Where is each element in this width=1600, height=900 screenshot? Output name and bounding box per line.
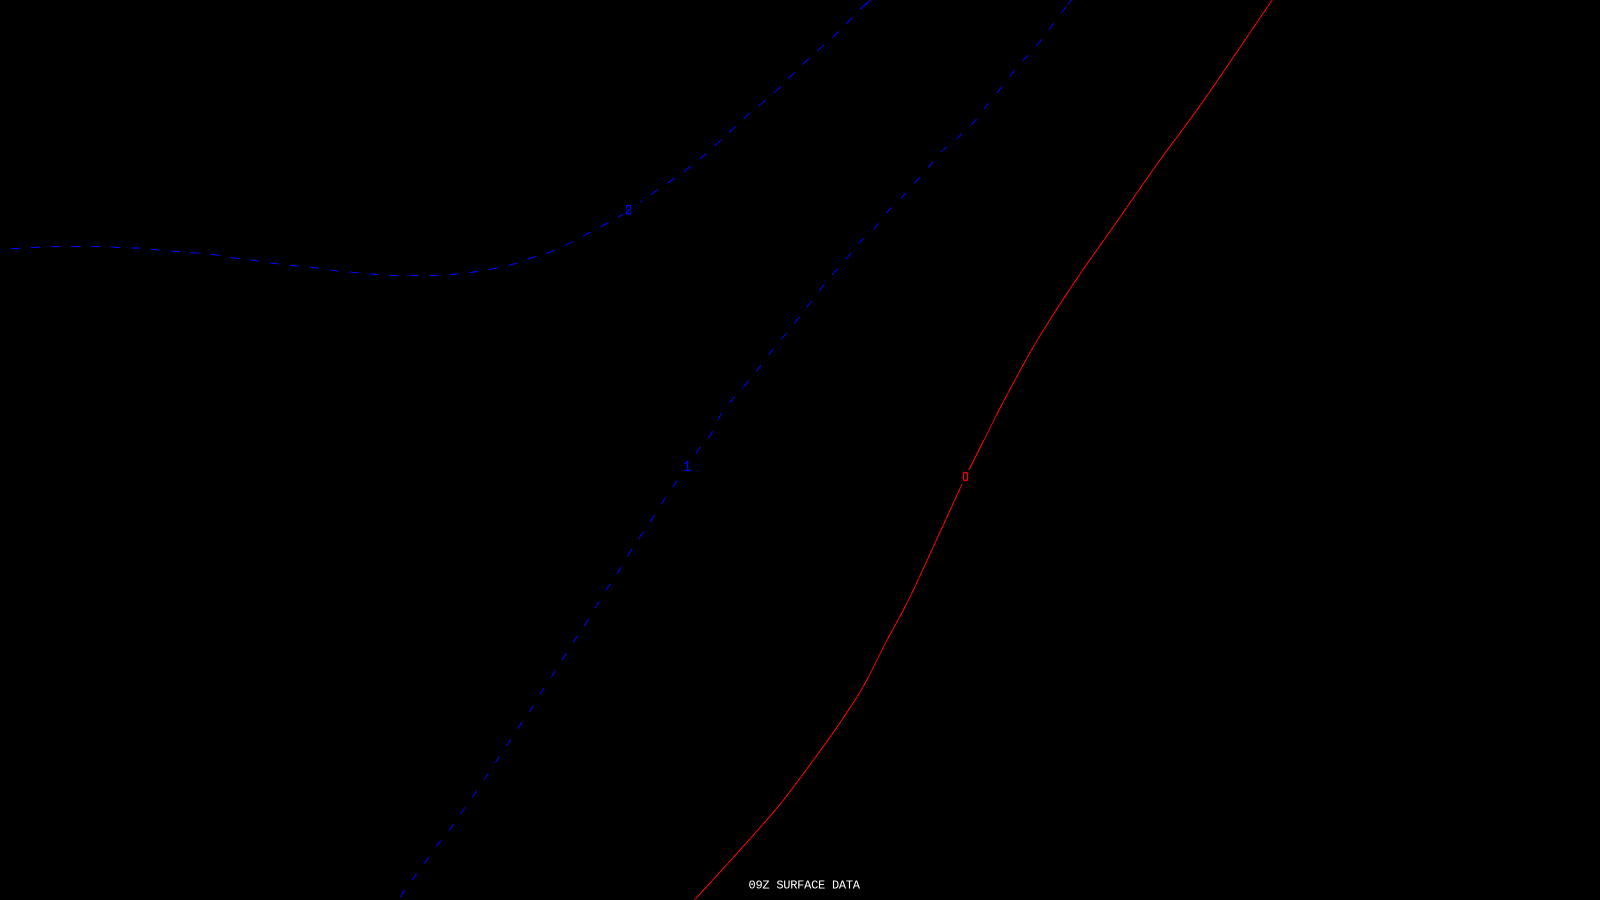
svg-text:09Z SURFACE DATA: 09Z SURFACE DATA <box>749 879 861 893</box>
